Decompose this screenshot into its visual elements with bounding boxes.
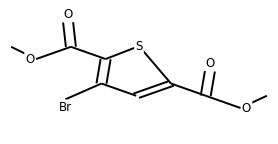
Text: O: O [63, 8, 73, 21]
Text: O: O [242, 102, 251, 114]
Text: O: O [26, 53, 35, 66]
Text: Br: Br [59, 101, 72, 114]
Text: S: S [135, 40, 143, 53]
Text: O: O [205, 57, 215, 70]
